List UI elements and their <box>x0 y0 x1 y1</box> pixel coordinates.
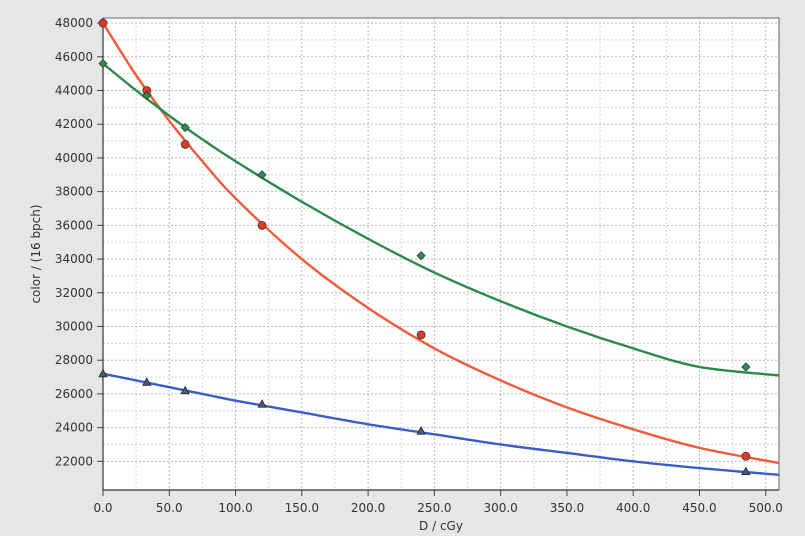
y-axis-title: color / (16 bpch) <box>29 204 43 303</box>
y-tick-label: 48000 <box>55 16 93 30</box>
x-tick-label: 200.0 <box>351 501 385 515</box>
series-0-point <box>180 140 190 149</box>
series-2-point <box>98 368 108 378</box>
series-2-fit-line <box>102 372 780 477</box>
y-tick-label: 36000 <box>55 218 93 232</box>
fit-curves <box>101 22 780 477</box>
series-2-point <box>180 385 190 395</box>
y-tick-label: 22000 <box>55 454 93 468</box>
y-tick-label: 30000 <box>55 319 93 333</box>
x-tick-label: 350.0 <box>550 501 584 515</box>
y-tick-label: 26000 <box>55 387 93 401</box>
x-axis-title: D / cGy <box>419 519 463 533</box>
x-tick-label: 450.0 <box>682 501 716 515</box>
tick-labels: 0.0 50.0 100.0 150.0 200.0 250.0 300.0 350.0 400… <box>55 16 783 515</box>
grid <box>102 18 779 490</box>
series-1-point <box>257 170 267 180</box>
series-1-point <box>416 251 426 261</box>
x-tick-label: 0.0 <box>93 501 112 515</box>
data-markers <box>98 18 751 476</box>
x-tick-label: 50.0 <box>156 501 183 515</box>
series-2-point <box>416 426 426 435</box>
series-2-point <box>257 399 267 408</box>
series-0-point <box>257 220 267 230</box>
series-1-point <box>142 90 152 101</box>
series-1-point <box>741 362 751 372</box>
series-0-point <box>98 18 108 28</box>
y-tick-label: 28000 <box>55 353 93 367</box>
series-1-fit-line <box>102 62 780 377</box>
x-tick-label: 500.0 <box>749 501 783 515</box>
series-0-point <box>741 451 751 461</box>
plot-area <box>102 17 780 491</box>
series-0-point <box>416 330 426 340</box>
axes <box>97 18 779 496</box>
y-tick-label: 24000 <box>55 421 93 435</box>
y-tick-label: 38000 <box>55 185 93 199</box>
y-tick-label: 32000 <box>55 286 93 300</box>
series-1-point <box>98 58 108 69</box>
series-2-point <box>142 377 152 386</box>
series-0-fit-line <box>101 22 780 465</box>
y-tick-label: 46000 <box>55 50 93 64</box>
x-tick-label: 100.0 <box>218 501 252 515</box>
y-tick-label: 44000 <box>55 83 93 97</box>
series-2-point <box>741 466 751 476</box>
x-tick-label: 300.0 <box>483 501 517 515</box>
y-tick-label: 42000 <box>55 117 93 131</box>
x-tick-label: 150.0 <box>285 501 319 515</box>
x-tick-label: 250.0 <box>417 501 451 515</box>
series-1-point <box>180 123 190 133</box>
y-tick-label: 34000 <box>55 252 93 266</box>
y-tick-label: 40000 <box>55 151 93 165</box>
x-tick-label: 400.0 <box>616 501 650 515</box>
